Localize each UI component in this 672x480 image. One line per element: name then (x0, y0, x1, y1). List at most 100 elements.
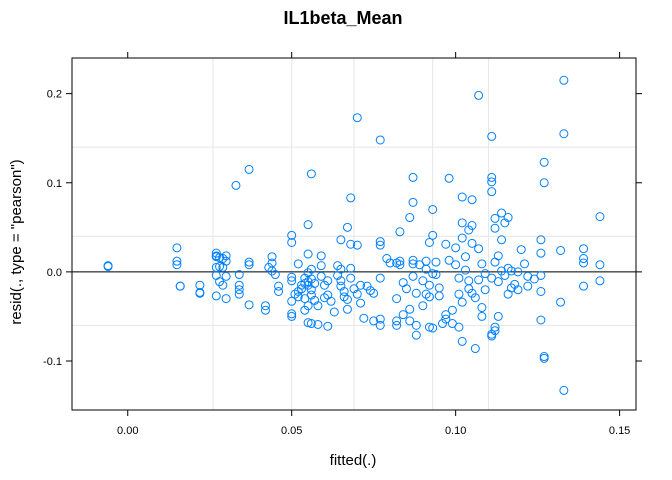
y-tick-label: 0.2 (47, 89, 62, 101)
data-point (405, 213, 415, 223)
data-point (559, 75, 569, 85)
data-point (313, 319, 323, 329)
data-point (434, 283, 444, 293)
data-point (408, 259, 418, 269)
data-point (539, 157, 549, 167)
data-point (470, 344, 480, 354)
data-point (464, 276, 474, 286)
data-point (539, 352, 549, 362)
data-point (454, 289, 464, 299)
data-point (467, 221, 477, 231)
data-point (474, 90, 484, 100)
chart-title: IL1beta_Mean (283, 8, 402, 28)
data-point (329, 307, 339, 317)
data-point (424, 237, 434, 247)
data-point (424, 280, 434, 290)
data-point (523, 271, 533, 281)
data-point (336, 264, 346, 274)
x-tick-label: 0.05 (281, 425, 302, 437)
data-point (342, 222, 352, 232)
data-point (408, 197, 418, 207)
data-point (428, 323, 438, 333)
data-point (260, 301, 270, 311)
data-point (346, 193, 356, 203)
data-point (405, 304, 415, 314)
data-point (342, 294, 352, 304)
data-point (457, 233, 467, 243)
data-point (539, 178, 549, 188)
data-point (287, 296, 297, 306)
data-point (457, 218, 467, 228)
data-point (418, 276, 428, 286)
data-point (172, 243, 182, 253)
data-point (234, 285, 244, 295)
data-point (500, 270, 510, 280)
x-tick-label: 0.15 (609, 425, 630, 437)
data-point (421, 256, 431, 266)
data-point (411, 288, 421, 298)
data-point (431, 257, 441, 267)
data-point (579, 281, 589, 291)
data-point (313, 301, 323, 311)
data-point (303, 277, 313, 287)
data-point (454, 322, 464, 332)
data-point (316, 271, 326, 281)
data-point (444, 173, 454, 183)
data-point (287, 311, 297, 321)
data-point (513, 267, 523, 277)
data-point (260, 305, 270, 315)
data-point (244, 260, 254, 270)
data-point (487, 131, 497, 141)
data-point (395, 260, 405, 270)
data-point (480, 269, 490, 279)
data-point (287, 276, 297, 286)
data-point (451, 243, 461, 253)
data-point (293, 292, 303, 302)
data-point (516, 245, 526, 255)
data-point (211, 248, 221, 258)
y-tick-label: -0.1 (43, 356, 62, 368)
data-point (556, 245, 566, 255)
data-point (497, 235, 507, 245)
data-point (356, 298, 366, 308)
data-point (287, 309, 297, 319)
data-point (323, 321, 333, 331)
data-point (385, 258, 395, 268)
y-axis-label: resid(., type = "pearson") (8, 159, 25, 324)
data-point (339, 292, 349, 302)
data-point (392, 320, 402, 330)
data-point (411, 330, 421, 340)
data-point (303, 249, 313, 259)
data-point (375, 320, 385, 330)
data-point (356, 280, 366, 290)
data-point (392, 316, 402, 326)
data-point (306, 319, 316, 329)
data-point (424, 292, 434, 302)
data-point (441, 310, 451, 320)
data-point (405, 316, 415, 326)
data-point (408, 271, 418, 281)
data-point (244, 257, 254, 267)
grid-lines (72, 58, 636, 410)
data-point (175, 281, 185, 291)
data-point (306, 274, 316, 284)
plot-frame (71, 57, 637, 411)
data-point (487, 187, 497, 197)
data-point (503, 263, 513, 273)
data-point (434, 291, 444, 301)
data-point (493, 277, 503, 287)
data-point (408, 255, 418, 265)
data-point (523, 281, 533, 291)
data-point (323, 276, 333, 286)
data-point (474, 244, 484, 254)
data-point (270, 270, 280, 280)
x-tick-label: 0.10 (445, 425, 466, 437)
y-tick-label: 0.1 (47, 178, 62, 190)
data-point (503, 213, 513, 223)
data-point (431, 270, 441, 280)
data-point (346, 263, 356, 273)
data-point (447, 305, 457, 315)
data-point (579, 258, 589, 268)
data-point (218, 280, 228, 290)
data-point (401, 284, 411, 294)
